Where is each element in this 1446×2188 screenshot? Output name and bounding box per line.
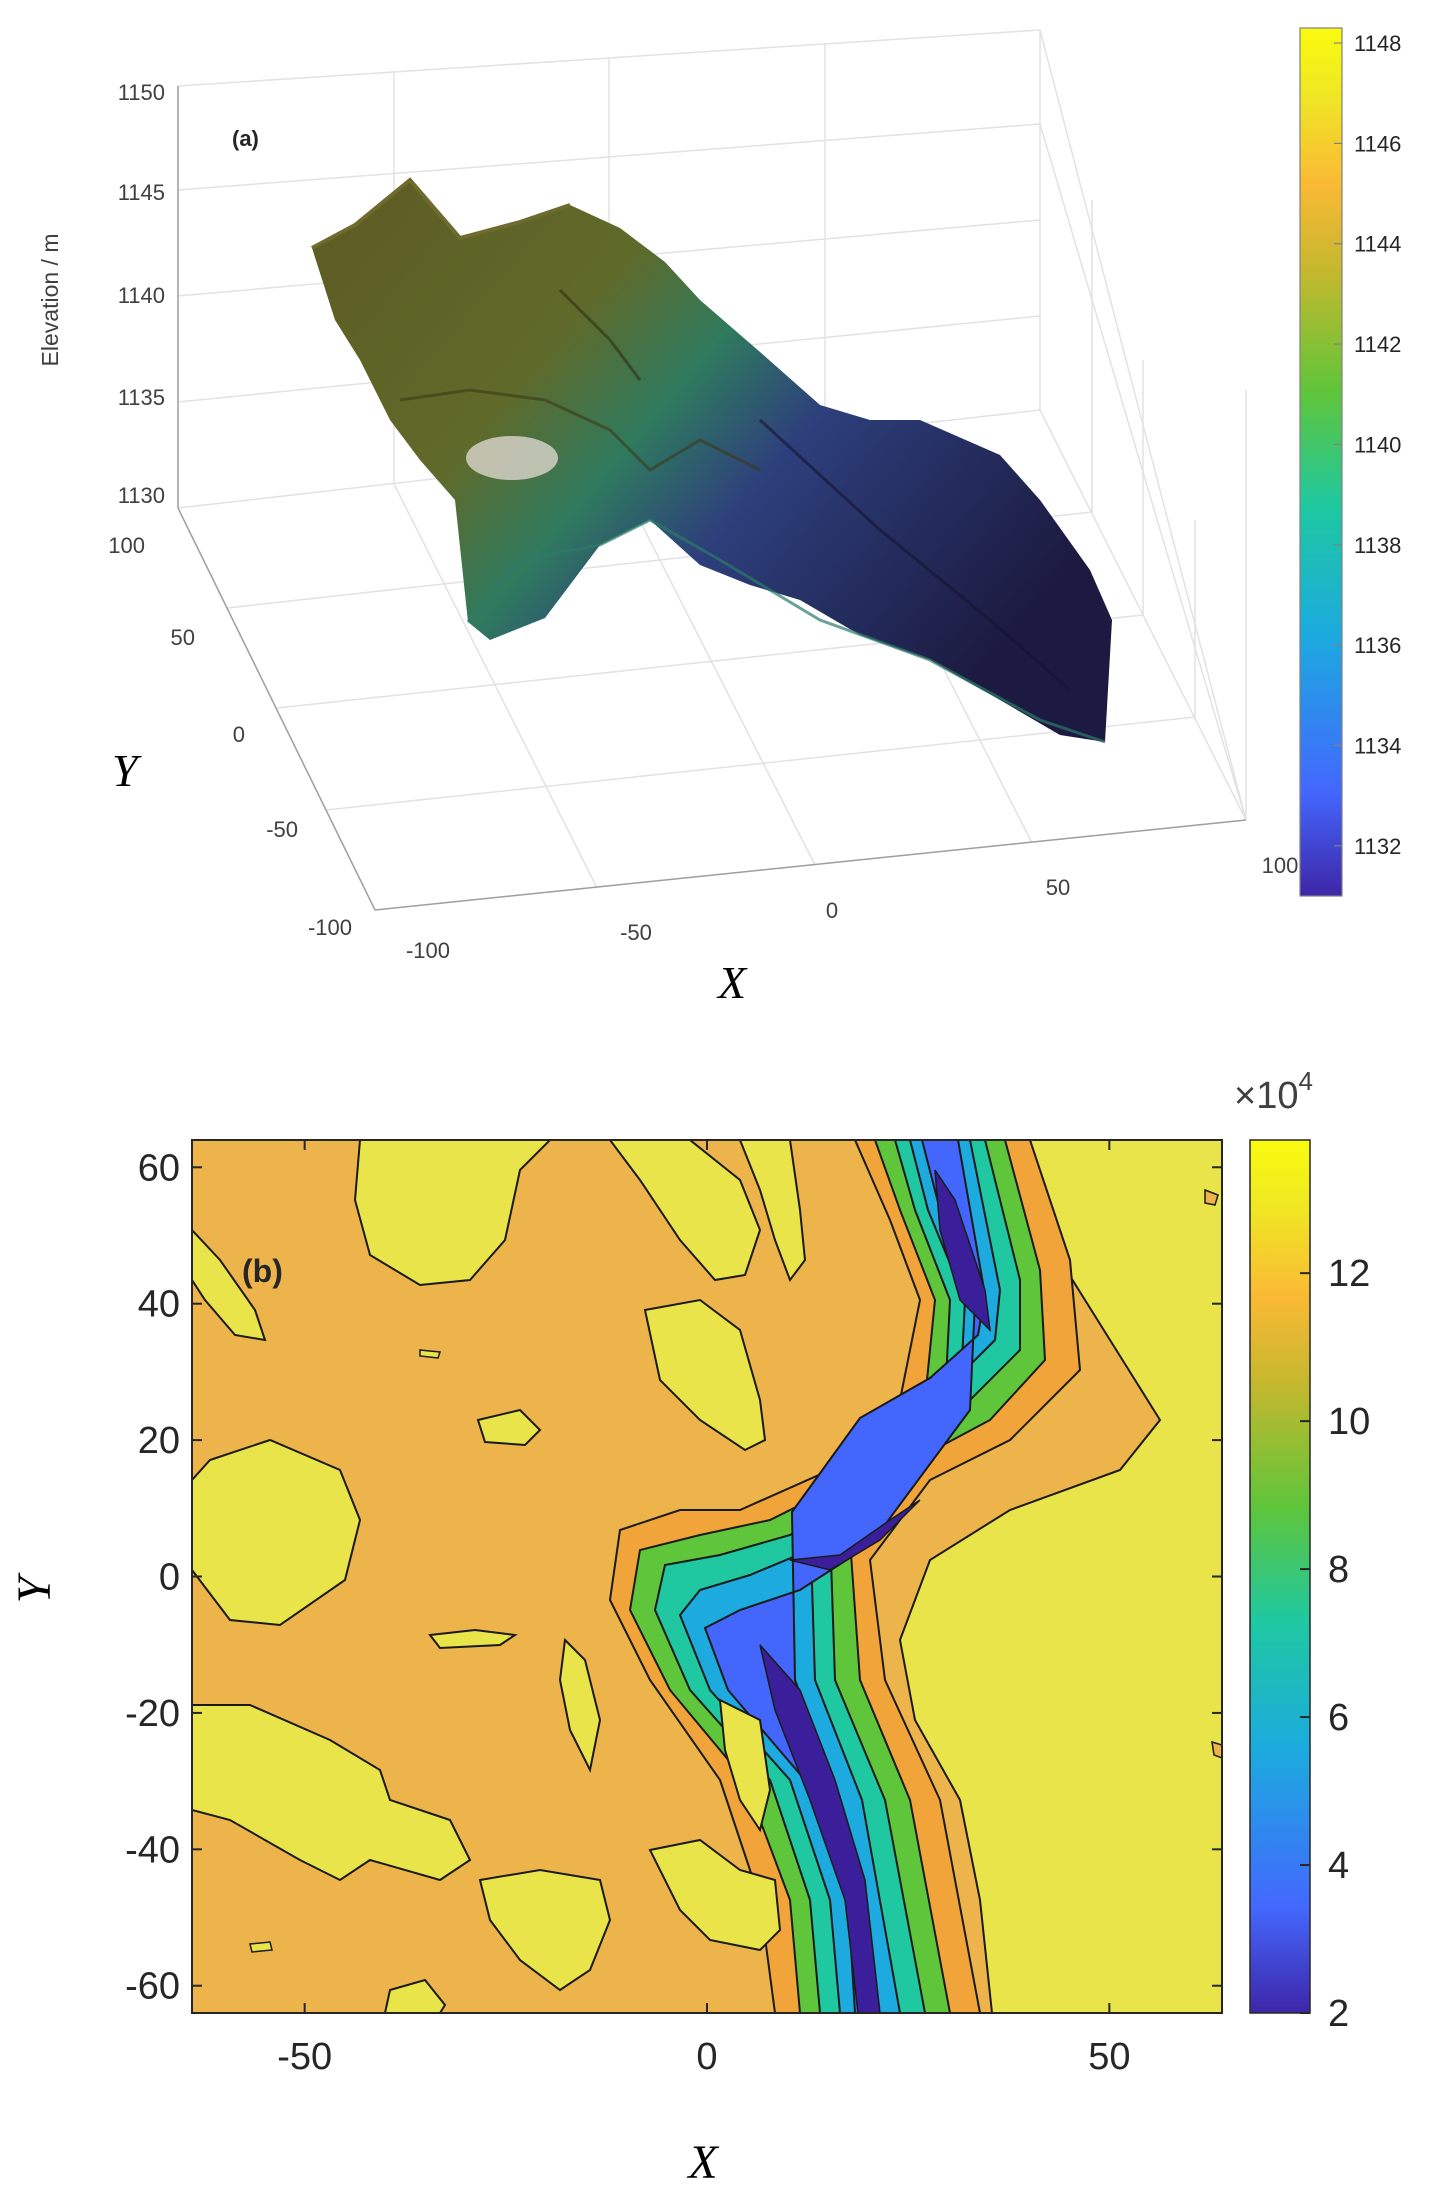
y-tick-label: -40 (125, 1829, 180, 1871)
x-tick-label: -100 (406, 938, 450, 963)
colorbar-b: 2 4 6 8 10 12 ×104 (1234, 1066, 1370, 2035)
y-tick-label: 40 (138, 1284, 180, 1326)
y-axis-label-a: Y (112, 745, 142, 796)
x-tick-label: 50 (1088, 2036, 1130, 2078)
panel-a: (a) 1150 1145 1140 1135 1130 Elevation /… (37, 27, 1401, 1008)
y-tick-label: 20 (138, 1420, 180, 1462)
x-tick-label: -50 (277, 2036, 332, 2078)
colorbar-a-tick-label: 1140 (1354, 432, 1401, 457)
colorbar-a-tick-label: 1134 (1354, 733, 1401, 758)
panel-a-axes (177, 86, 1247, 911)
panel-b: (b) 60 40 20 0 -20 -40 -60 -50 0 50 Y X 2 4 6 8 10 12… (8, 1066, 1370, 2188)
colorbar-b-tick-label: 6 (1328, 1697, 1349, 1739)
colorbar-b-tick-label: 2 (1328, 1993, 1349, 2035)
z-tick-label: 1130 (118, 483, 165, 508)
panel-b-label: (b) (242, 1253, 283, 1289)
colorbar-b-tick-label: 4 (1328, 1845, 1349, 1887)
colorbar-b-ticks: 2 4 6 8 10 12 (1300, 1253, 1370, 2035)
panel-a-x-ticks: -100 -50 0 50 100 (406, 853, 1298, 963)
panel-a-label: (a) (232, 126, 259, 151)
y-tick-label: 0 (233, 722, 245, 747)
y-tick-label: -50 (266, 817, 298, 842)
colorbar-a-ticks: 1132 1134 1136 1138 1140 1142 1144 1146 1148 (1334, 31, 1401, 859)
y-axis-label-b: Y (8, 1572, 61, 1603)
colorbar-a-tick-label: 1148 (1354, 31, 1401, 56)
colorbar-a-tick-label: 1142 (1354, 332, 1401, 357)
panel-a-y-ticks: 100 50 0 -50 -100 (108, 533, 352, 940)
x-axis-label-a: X (716, 957, 748, 1008)
colorbar-a: 1132 1134 1136 1138 1140 1142 1144 1146 1148 (1299, 27, 1401, 897)
y-tick-label: 60 (138, 1147, 180, 1189)
z-tick-label: 1150 (118, 80, 165, 105)
x-axis-label-b: X (686, 2136, 719, 2188)
z-axis-label: Elevation / m (37, 234, 63, 367)
y-tick-label: 50 (171, 625, 195, 650)
colorbar-a-tick-label: 1144 (1354, 232, 1401, 257)
y-tick-label: -60 (125, 1966, 180, 2008)
y-tick-label: 100 (108, 533, 145, 558)
x-tick-label: -50 (620, 920, 652, 945)
panel-b-y-ticks: 60 40 20 0 -20 -40 -60 (125, 1147, 1222, 2008)
colorbar-b-tick-label: 10 (1328, 1401, 1370, 1443)
panel-b-x-ticks: -50 0 50 (277, 1140, 1130, 2078)
x-tick-label: 50 (1046, 875, 1070, 900)
y-tick-label: -100 (308, 915, 352, 940)
colorbar-b-exponent: ×104 (1234, 1066, 1313, 1117)
colorbar-b-tick-label: 8 (1328, 1549, 1349, 1591)
colorbar-a-tick-label: 1132 (1354, 834, 1401, 859)
z-tick-label: 1140 (118, 283, 165, 308)
z-tick-label: 1135 (118, 385, 165, 410)
colorbar-a-tick-label: 1146 (1354, 131, 1401, 156)
y-tick-label: 0 (159, 1557, 180, 1599)
panel-a-z-ticks: 1150 1145 1140 1135 1130 (118, 80, 165, 508)
y-tick-label: -20 (125, 1693, 180, 1735)
colorbar-b-tick-label: 12 (1328, 1253, 1370, 1295)
x-tick-label: 0 (696, 2036, 717, 2078)
x-tick-label: 0 (826, 898, 838, 923)
source-ellipse (466, 436, 558, 480)
colorbar-a-tick-label: 1138 (1354, 533, 1401, 558)
contour-plot (192, 1140, 1222, 2013)
z-tick-label: 1145 (118, 180, 165, 205)
colorbar-a-tick-label: 1136 (1354, 633, 1401, 658)
x-tick-label: 100 (1262, 853, 1299, 878)
elevation-surface (311, 177, 1112, 744)
